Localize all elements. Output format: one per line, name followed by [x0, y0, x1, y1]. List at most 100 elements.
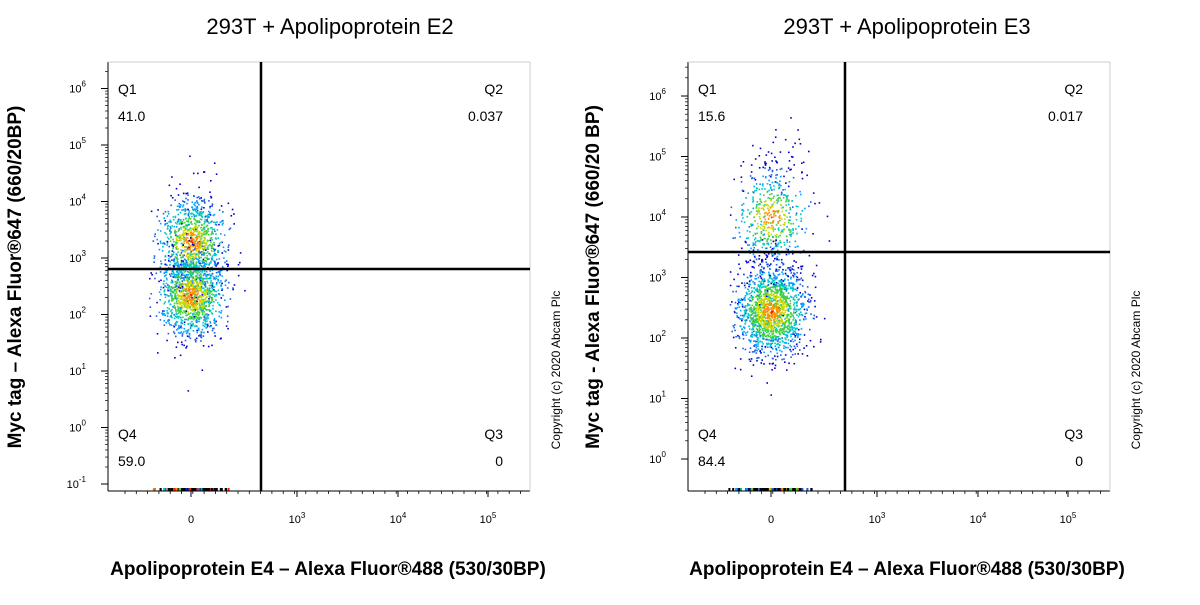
- event-point: [765, 308, 768, 310]
- event-point: [762, 282, 765, 285]
- event-point: [791, 328, 794, 331]
- event-point: [758, 188, 761, 191]
- event-point: [748, 244, 751, 246]
- event-point: [743, 273, 745, 276]
- event-point: [193, 317, 195, 319]
- event-point: [738, 263, 740, 265]
- event-point: [759, 316, 761, 318]
- event-point: [191, 237, 193, 240]
- event-point: [197, 285, 200, 287]
- event-point: [171, 280, 174, 282]
- event-point: [197, 277, 199, 280]
- event-point: [182, 282, 184, 285]
- event-point: [765, 211, 767, 214]
- event-point: [220, 312, 222, 314]
- event-point: [172, 270, 174, 273]
- event-point: [202, 233, 205, 235]
- event-point: [763, 280, 766, 282]
- event-point: [209, 227, 212, 229]
- baseline-event: [193, 488, 196, 491]
- event-point: [743, 326, 745, 328]
- event-point: [170, 236, 172, 239]
- event-point: [225, 306, 228, 308]
- event-point: [176, 274, 178, 277]
- event-point: [220, 283, 223, 286]
- event-point: [780, 280, 782, 283]
- event-point: [764, 258, 767, 260]
- event-point: [781, 192, 783, 195]
- event-point: [767, 312, 769, 315]
- event-point: [172, 287, 174, 290]
- event-point: [208, 288, 211, 291]
- event-point: [201, 213, 203, 215]
- event-point: [768, 209, 770, 211]
- event-point: [200, 289, 202, 291]
- event-point: [762, 286, 765, 288]
- event-point: [767, 284, 770, 286]
- event-point: [190, 281, 192, 284]
- event-point: [813, 317, 815, 320]
- event-point: [176, 315, 179, 318]
- event-point: [218, 315, 221, 318]
- event-point: [163, 310, 165, 312]
- event-point: [737, 303, 739, 305]
- event-point: [803, 347, 805, 349]
- event-point: [202, 281, 204, 283]
- event-point: [186, 331, 189, 334]
- event-point: [173, 317, 176, 320]
- event-point: [752, 322, 755, 325]
- event-point: [802, 161, 805, 164]
- event-point: [760, 201, 763, 203]
- event-point: [198, 296, 200, 298]
- event-point: [797, 279, 799, 281]
- event-point: [802, 249, 805, 252]
- event-point: [185, 288, 188, 290]
- event-point: [782, 189, 784, 191]
- event-point: [158, 280, 160, 283]
- event-point: [808, 150, 810, 153]
- event-point: [164, 275, 166, 277]
- event-point: [227, 320, 229, 323]
- event-point: [756, 288, 758, 290]
- event-point: [165, 286, 168, 288]
- event-point: [774, 304, 777, 307]
- event-point: [185, 332, 188, 335]
- event-point: [751, 317, 753, 320]
- event-point: [779, 320, 782, 323]
- event-point: [794, 295, 796, 297]
- event-point: [766, 306, 769, 309]
- event-point: [214, 237, 217, 239]
- event-point: [174, 307, 177, 309]
- event-point: [206, 274, 209, 276]
- event-point: [169, 261, 172, 263]
- event-point: [771, 338, 773, 340]
- event-point: [775, 268, 778, 271]
- event-point: [194, 340, 197, 343]
- event-point: [804, 231, 806, 234]
- event-point: [181, 335, 184, 337]
- event-point: [200, 285, 203, 288]
- event-point: [741, 305, 744, 308]
- event-point: [742, 217, 744, 219]
- event-point: [192, 253, 194, 255]
- event-point: [152, 240, 155, 242]
- event-point: [779, 214, 781, 217]
- event-point: [217, 250, 219, 252]
- quadrant-q4-value: 59.0: [118, 453, 145, 469]
- event-point: [779, 234, 781, 237]
- event-point: [172, 286, 175, 289]
- event-point: [769, 207, 772, 209]
- event-point: [755, 335, 758, 337]
- event-point: [733, 310, 736, 313]
- event-point: [779, 197, 781, 199]
- event-point: [796, 345, 799, 348]
- event-point: [202, 211, 205, 213]
- event-point: [754, 237, 757, 239]
- event-point: [193, 308, 195, 311]
- event-point: [204, 247, 206, 249]
- event-point: [753, 324, 755, 327]
- event-point: [792, 296, 795, 299]
- event-point: [789, 206, 791, 209]
- event-point: [776, 311, 778, 313]
- x-tick-label: 105: [1060, 511, 1077, 526]
